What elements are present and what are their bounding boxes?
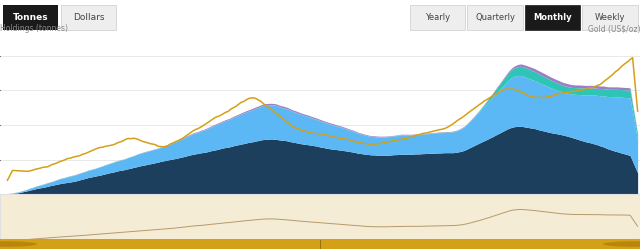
Text: Tonnes: Tonnes xyxy=(13,13,48,22)
Text: Gold (US$/oz): Gold (US$/oz) xyxy=(588,24,640,33)
Bar xyxy=(61,5,116,30)
Text: |: | xyxy=(319,240,321,249)
Text: Dollars: Dollars xyxy=(73,13,104,22)
Text: Quarterly: Quarterly xyxy=(475,13,515,22)
Bar xyxy=(525,5,580,30)
Text: Monthly: Monthly xyxy=(533,13,572,22)
Text: Holdings (tonnes): Holdings (tonnes) xyxy=(0,24,68,33)
Bar xyxy=(582,5,638,30)
Circle shape xyxy=(0,241,37,247)
Text: Yearly: Yearly xyxy=(425,13,450,22)
Text: Weekly: Weekly xyxy=(595,13,625,22)
Bar xyxy=(467,5,523,30)
Bar xyxy=(0,239,640,249)
Circle shape xyxy=(603,241,640,247)
Bar xyxy=(3,5,58,30)
Bar xyxy=(410,5,465,30)
